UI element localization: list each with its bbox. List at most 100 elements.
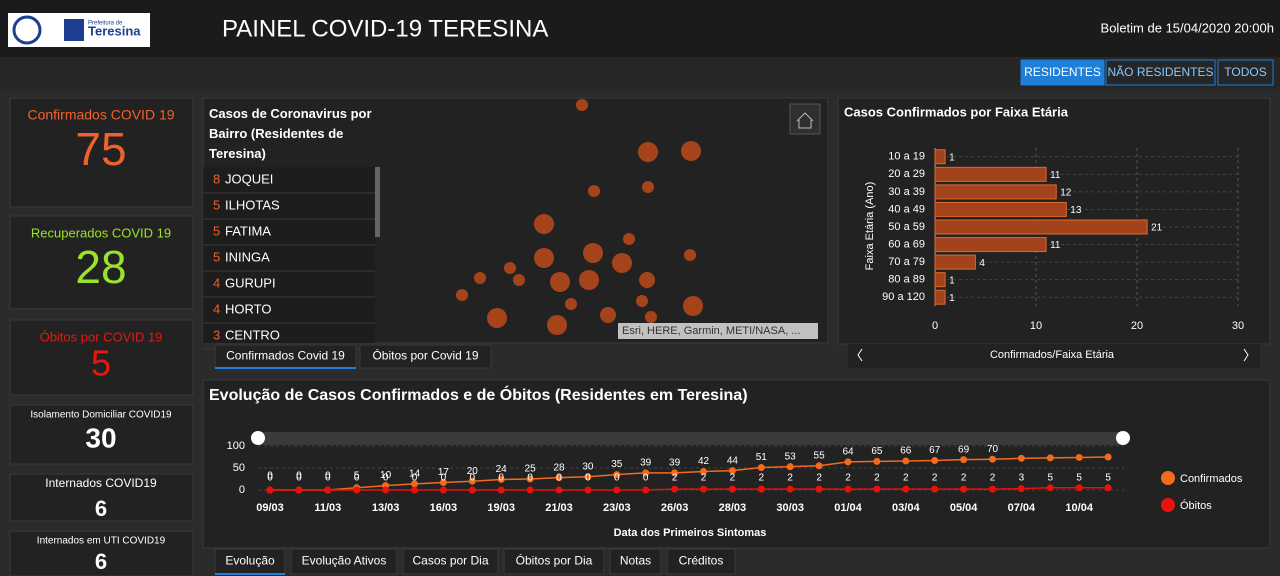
bar[interactable] (934, 272, 946, 288)
map-bubble[interactable] (600, 307, 616, 323)
data-point[interactable] (1104, 484, 1112, 492)
data-point[interactable] (1046, 454, 1054, 462)
data-point[interactable] (1104, 453, 1112, 461)
data-point[interactable] (497, 486, 505, 494)
data-point[interactable] (728, 485, 736, 493)
data-point[interactable] (1017, 454, 1025, 462)
data-point[interactable] (555, 486, 563, 494)
data-point[interactable] (700, 468, 707, 476)
tab[interactable] (402, 548, 499, 575)
data-point[interactable] (728, 467, 736, 475)
data-point[interactable] (266, 486, 274, 494)
data-point[interactable] (815, 485, 823, 493)
neighborhood-name[interactable]: ILHOTAS (225, 197, 280, 212)
map-bubble[interactable] (638, 142, 658, 162)
map-bubble[interactable] (550, 272, 570, 292)
bar[interactable] (934, 166, 1047, 182)
data-point[interactable] (786, 463, 794, 471)
legend-label[interactable]: Óbitos (1180, 499, 1212, 512)
data-point[interactable] (613, 471, 621, 479)
home-button[interactable] (789, 103, 821, 135)
bar[interactable] (934, 149, 946, 165)
data-point[interactable] (960, 456, 968, 464)
data-point[interactable] (468, 486, 476, 494)
data-point[interactable] (931, 457, 939, 465)
data-point[interactable] (786, 485, 794, 493)
data-point[interactable] (526, 475, 534, 483)
data-point[interactable] (671, 485, 679, 493)
map-bubble[interactable] (636, 295, 648, 307)
legend-marker[interactable] (1161, 471, 1175, 485)
map-bubble[interactable] (487, 308, 507, 328)
map-bubble[interactable] (456, 289, 468, 301)
data-point[interactable] (613, 486, 621, 494)
legend-marker[interactable] (1161, 498, 1175, 512)
filter-button[interactable] (1217, 59, 1274, 86)
data-point[interactable] (960, 485, 968, 493)
data-point[interactable] (989, 455, 996, 463)
neighborhood-name[interactable]: ININGA (225, 249, 270, 264)
data-point[interactable] (902, 457, 910, 465)
data-point[interactable] (382, 486, 390, 494)
map-bubble[interactable] (504, 262, 516, 274)
data-point[interactable] (295, 486, 303, 494)
map-bubble[interactable] (683, 296, 703, 316)
bar[interactable] (934, 254, 976, 270)
map-bubble[interactable] (579, 270, 599, 290)
prev-arrow[interactable] (857, 348, 863, 362)
bar[interactable] (934, 184, 1057, 200)
data-point[interactable] (815, 462, 823, 470)
bar[interactable] (934, 219, 1148, 235)
data-point[interactable] (757, 485, 765, 493)
data-point[interactable] (1046, 484, 1054, 492)
map-bubble[interactable] (645, 311, 657, 323)
data-point[interactable] (411, 486, 418, 494)
data-point[interactable] (873, 485, 881, 493)
data-point[interactable] (989, 485, 996, 493)
tab[interactable] (290, 548, 398, 575)
data-point[interactable] (757, 464, 765, 472)
slider-handle[interactable] (251, 431, 265, 445)
data-point[interactable] (700, 485, 707, 493)
data-point[interactable] (353, 486, 361, 494)
bar[interactable] (934, 237, 1047, 253)
neighborhood-name[interactable]: HORTO (225, 301, 271, 316)
map-bubble[interactable] (547, 315, 567, 335)
data-point[interactable] (671, 469, 679, 477)
map-bubble[interactable] (588, 185, 600, 197)
tab[interactable] (503, 548, 605, 575)
data-point[interactable] (873, 457, 881, 465)
map-bubble[interactable] (474, 272, 486, 284)
next-arrow[interactable] (1243, 348, 1249, 362)
filter-button[interactable] (1020, 59, 1105, 86)
neighborhood-name[interactable]: JOQUEI (225, 171, 273, 186)
data-point[interactable] (1075, 453, 1083, 461)
filter-button[interactable] (1105, 59, 1216, 86)
data-point[interactable] (642, 469, 650, 477)
data-point[interactable] (1075, 484, 1083, 492)
data-point[interactable] (844, 458, 852, 466)
data-point[interactable] (902, 485, 910, 493)
map-bubble[interactable] (583, 243, 603, 263)
tab[interactable] (609, 548, 662, 575)
map-bubble[interactable] (565, 298, 577, 310)
tab[interactable] (359, 344, 492, 369)
neighborhood-name[interactable]: GURUPI (225, 275, 276, 290)
bar[interactable] (934, 201, 1067, 217)
map-bubble[interactable] (639, 272, 655, 288)
data-point[interactable] (439, 486, 447, 494)
map-bubble[interactable] (576, 99, 588, 111)
map-bubble[interactable] (684, 249, 696, 261)
slider-handle[interactable] (1116, 431, 1130, 445)
map-bubble[interactable] (612, 253, 632, 273)
map-bubble[interactable] (623, 233, 635, 245)
data-point[interactable] (555, 474, 563, 482)
map-bubble[interactable] (642, 181, 654, 193)
legend-label[interactable]: Confirmados (1180, 473, 1243, 485)
data-point[interactable] (526, 486, 534, 494)
map-bubble[interactable] (513, 274, 525, 286)
data-point[interactable] (324, 486, 332, 494)
data-point[interactable] (931, 485, 939, 493)
data-point[interactable] (584, 486, 592, 494)
data-point[interactable] (584, 473, 592, 481)
